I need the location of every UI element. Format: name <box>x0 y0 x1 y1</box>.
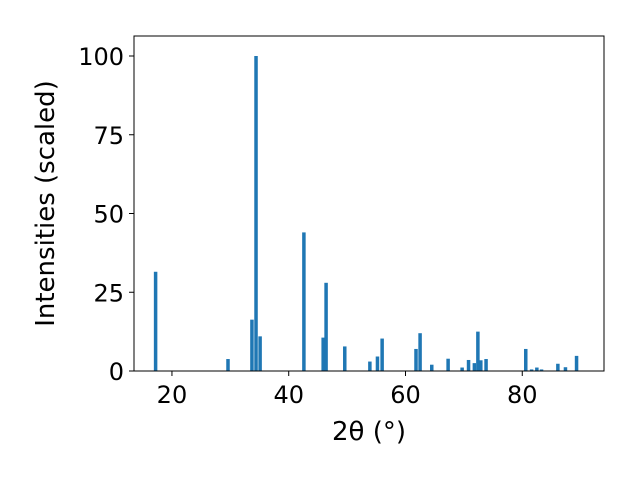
bar <box>466 359 471 371</box>
y-tick-label: 25 <box>93 279 124 307</box>
x-tick-label: 40 <box>273 381 304 409</box>
bar <box>380 338 384 371</box>
bar <box>574 355 579 371</box>
bar <box>324 282 328 371</box>
x-axis-label: 2θ (°) <box>332 417 406 447</box>
bar <box>446 358 450 371</box>
bar <box>479 360 483 371</box>
bar <box>418 333 422 371</box>
bar <box>368 361 372 371</box>
x-tick-label: 20 <box>157 381 188 409</box>
bar <box>556 363 560 371</box>
bar <box>375 356 380 371</box>
y-tick-label: 50 <box>93 201 124 229</box>
bar <box>472 363 477 371</box>
bar <box>430 364 434 371</box>
y-axis-label: Intensities (scaled) <box>31 80 61 327</box>
y-tick-label: 75 <box>93 122 124 150</box>
bar <box>321 337 325 371</box>
bar <box>258 336 262 371</box>
bar <box>535 367 539 371</box>
bar <box>250 319 254 371</box>
x-tick-label: 80 <box>507 381 538 409</box>
bar <box>343 346 347 371</box>
bar <box>302 232 306 371</box>
x-axis-ticks: 20 40 60 80 <box>157 371 538 409</box>
bar <box>563 367 568 371</box>
bar <box>460 367 464 371</box>
bars-group <box>153 56 579 371</box>
y-tick-label: 100 <box>78 43 124 71</box>
x-tick-label: 60 <box>390 381 421 409</box>
bar <box>529 369 534 371</box>
bar <box>476 331 480 371</box>
bar <box>484 359 488 371</box>
y-tick-label: 0 <box>109 358 124 386</box>
bar <box>226 359 230 371</box>
y-axis-ticks: 0 25 50 75 100 <box>78 43 134 386</box>
bar <box>524 348 528 371</box>
bar <box>153 271 158 371</box>
bar <box>414 348 418 371</box>
bar <box>539 369 544 371</box>
bar <box>254 56 258 371</box>
plot-frame <box>133 35 605 372</box>
